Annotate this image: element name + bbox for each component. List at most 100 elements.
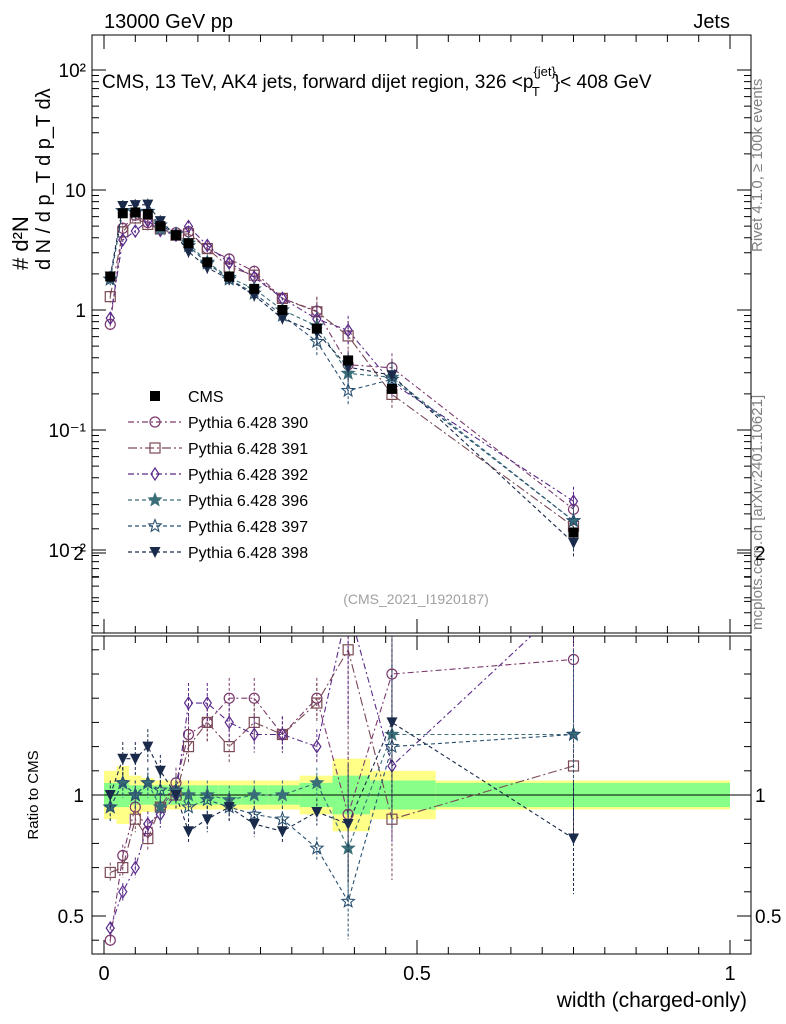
upper-series-point (340, 382, 356, 398)
upper-series-point (343, 323, 353, 338)
ratio-series-point (201, 814, 213, 826)
cms-data-point (202, 257, 213, 268)
legend-label: Pythia 6.428 397 (188, 519, 308, 536)
cms-data-point (224, 271, 235, 282)
cms-data-point (170, 230, 181, 241)
upper-axis-ticks: 10⁻² 10⁻¹ 1 10 10² (49, 35, 751, 633)
ratio-series-point (342, 819, 354, 831)
ratio-series-point (568, 833, 579, 845)
ratio-series-point (386, 717, 398, 729)
ratio-series-point (276, 826, 288, 838)
ratio-series-point (223, 802, 235, 814)
lower-y-tick-label-right: 0.5 (755, 907, 781, 928)
ratio-series-point (129, 753, 141, 765)
legend-entry-series: Pythia 6.428 398 (128, 545, 308, 562)
ratio-series-point (201, 716, 213, 729)
ratio-series-point (223, 692, 235, 704)
ratio-series-point (249, 727, 259, 742)
cms-data-point (155, 221, 166, 232)
upper-series-point (183, 246, 195, 258)
legend-marker-cms (150, 391, 160, 401)
lower-y-axis-label: Ratio to CMS (25, 750, 42, 839)
cms-data-point (117, 208, 128, 219)
upper-y-axis-label-denominator: d N / d p_T d p_T dλ (33, 88, 55, 270)
ratio-series-point (246, 786, 262, 802)
upper-y-tick-label: 10⁻¹ (49, 421, 87, 442)
lower-y-tick-label-left: 0.5 (58, 907, 84, 928)
ratio-series-point (117, 861, 129, 874)
legend-marker (147, 491, 163, 507)
cms-data-point (568, 527, 579, 538)
legend-marker (149, 442, 161, 454)
upper-series-point (117, 200, 129, 212)
upper-series-point (568, 537, 579, 549)
lower-series-layer (102, 591, 582, 947)
lower-axis-ticks: 0.5 0.5 1 1 2 2 0 0.5 1 (58, 504, 781, 985)
upper-series-line (109, 204, 574, 544)
ratio-series-point (565, 726, 582, 742)
rivet-version-label: Rivet 4.1.0, ≥ 100k events (749, 79, 766, 252)
ratio-series-point (130, 860, 141, 875)
cms-data-point (277, 305, 288, 315)
ratio-series-point (277, 727, 288, 742)
ratio-series-point (342, 644, 354, 656)
ratio-series-point (104, 866, 116, 879)
ratio-series-point (115, 774, 131, 790)
x-tick-label: 0.5 (403, 963, 431, 985)
legend-entry-series: Pythia 6.428 397 (128, 517, 308, 536)
ratio-series-line (110, 648, 574, 873)
upper-series-point (129, 200, 141, 212)
ratio-series-point (170, 790, 182, 801)
plot-title-sup: {jet} (533, 64, 556, 79)
upper-y-tick-label: 10 (65, 181, 86, 202)
ratio-series-point (117, 753, 129, 765)
legend-entry-cms: CMS (150, 389, 224, 406)
ratio-series-point (274, 811, 291, 826)
ratio-series-point (183, 826, 195, 838)
ratio-series-point (340, 893, 356, 908)
legend-label: Pythia 6.428 390 (188, 415, 308, 432)
ratio-series-point (311, 806, 323, 818)
ratio-series-point (274, 786, 291, 802)
analysis-watermark: (CMS_2021_I1920187) (343, 591, 489, 607)
upper-series-line (109, 214, 574, 510)
ratio-series-line (109, 733, 574, 903)
upper-series-point (118, 232, 128, 247)
upper-series-point (276, 313, 288, 325)
legend-entry-series: Pythia 6.428 392 (128, 466, 308, 484)
ratio-series-point (312, 739, 322, 754)
upper-series-point (142, 199, 154, 211)
ratio-series-point (180, 799, 197, 814)
legend-entry-series: Pythia 6.428 396 (128, 491, 308, 510)
upper-y-tick-label: 10⁻² (49, 541, 87, 562)
legend-marker (149, 547, 161, 558)
ratio-series-point (143, 816, 153, 832)
upper-series-point (224, 255, 234, 270)
plot-title-sub: T (532, 84, 540, 99)
legend-marker (150, 466, 160, 482)
cms-data-point (105, 271, 116, 282)
cms-data-point (343, 355, 354, 366)
x-tick-label: 1 (724, 963, 735, 985)
legend-label-cms: CMS (188, 389, 224, 406)
x-tick-label: 0 (98, 963, 109, 985)
ratio-series-point (104, 934, 116, 946)
upper-y-tick-label: 1 (75, 301, 86, 322)
lower-y-tick-label-right: 1 (755, 786, 766, 807)
x-axis-label: width (charged-only) (556, 989, 747, 1012)
ratio-series-point (386, 668, 398, 680)
cms-data-point (386, 383, 397, 394)
ratio-series-point (223, 740, 235, 753)
cms-data-point (142, 209, 153, 220)
ratio-series-point (570, 591, 578, 603)
ratio-series-point (183, 695, 194, 711)
ratio-series-point (129, 813, 141, 825)
plot-title-main: CMS, 13 TeV, AK4 jets, forward dijet reg… (102, 72, 533, 93)
legend-label: Pythia 6.428 398 (188, 545, 308, 562)
ratio-series-point (199, 791, 215, 807)
upper-y-axis-label: # d²N d N / d p_T d p_T dλ (8, 88, 55, 270)
ratio-series-point (182, 740, 195, 753)
plot-title: CMS, 13 TeV, AK4 jets, forward dijet reg… (102, 64, 652, 99)
lower-y-tick-label-right: 2 (755, 544, 766, 565)
